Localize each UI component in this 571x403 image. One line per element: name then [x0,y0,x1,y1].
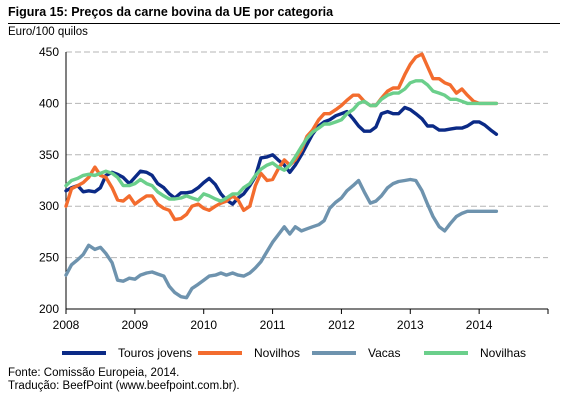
x-tick-label-2008: 2008 [53,318,80,332]
y-tick-label-300: 300 [39,199,59,213]
legend-label-touros-jovens: Touros jovens [118,346,193,360]
y-tick-label-250: 250 [39,251,59,265]
legend: Touros jovens Novilhos Vacas Novilhas [62,344,562,362]
series-line-vacas [64,177,499,300]
x-tick-label-2014: 2014 [466,318,493,332]
figure-title: Figura 15: Preços da carne bovina da UE … [8,5,334,19]
x-tick-label-2009: 2009 [122,318,149,332]
x-tick-label-2012: 2012 [328,318,355,332]
series-line-novilhos [64,52,499,222]
legend-item-vacas: Vacas [312,344,400,362]
legend-swatch-touros-jovens [62,351,106,355]
legend-item-touros-jovens: Touros jovens [62,344,192,362]
grid-lines [66,51,548,259]
translation-note: Tradução: BeefPoint (www.beefpoint.com.b… [8,380,240,392]
legend-label-novilhas: Novilhas [480,346,527,360]
y-tick-labels: 200 250 300 350 400 450 [39,45,59,316]
legend-swatch-novilhas [424,351,468,355]
y-tick-label-200: 200 [39,302,59,316]
legend-swatch-novilhos [198,351,242,355]
y-unit-label: Euro/100 quilos [8,26,88,38]
legend-item-novilhos: Novilhos [198,344,300,362]
axes [65,52,549,314]
legend-label-vacas: Vacas [368,346,401,360]
y-tick-label-400: 400 [39,96,59,110]
legend-item-novilhas: Novilhas [424,344,526,362]
y-tick-label-450: 450 [39,45,59,59]
series-lines [64,52,499,300]
x-tick-labels: 2008 2009 2010 2011 2012 2013 2014 [53,318,493,332]
x-tick-label-2010: 2010 [190,318,217,332]
y-tick-label-350: 350 [39,148,59,162]
x-tick-label-2013: 2013 [397,318,424,332]
source-note: Fonte: Comissão Europeia, 2014. [8,367,180,379]
legend-label-novilhos: Novilhos [254,346,301,360]
legend-swatch-vacas [312,351,356,355]
title-divider [8,23,560,24]
x-tick-label-2011: 2011 [260,318,286,332]
series-line-touros-jovens [64,105,499,206]
series-line-novilhas [64,79,499,203]
